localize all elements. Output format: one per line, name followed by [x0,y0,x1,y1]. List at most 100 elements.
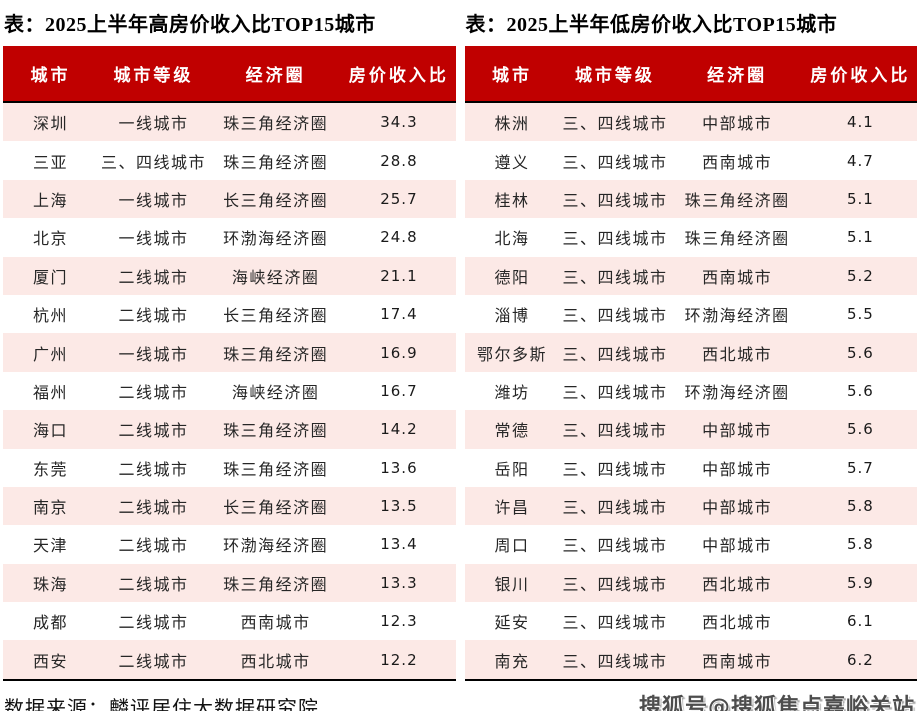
cell-city: 周口 [494,538,530,556]
cell-ratio: 12.3 [380,612,418,631]
cell-economic-zone: 中部城市 [702,116,773,134]
cell-tier: 三、四线城市 [562,461,668,479]
cell-city: 珠海 [33,576,69,594]
table-row: 南京 二线城市 长三角经济圈 13.5 [3,486,456,526]
table-row: 上海 一线城市 长三角经济圈 25.7 [3,179,456,219]
cell-economic-zone: 西南城市 [702,269,773,287]
column-header: 城市 [464,46,560,103]
table-row: 珠海 二线城市 珠三角经济圈 13.3 [3,563,456,603]
table-row: 株洲 三、四线城市 中部城市 4.1 [464,102,917,142]
cell-ratio: 5.6 [847,420,874,439]
cell-ratio: 13.5 [380,497,418,516]
cell-ratio: 5.9 [847,573,874,592]
cell-tier: 三、四线城市 [562,615,668,633]
cell-ratio: 6.1 [847,612,874,631]
cell-city: 成都 [33,615,69,633]
cell-tier: 三、四线城市 [562,384,668,402]
table-row: 成都 二线城市 西南城市 12.3 [3,602,456,640]
cell-economic-zone: 西南城市 [702,154,773,172]
low-ratio-table: 城市 城市等级 经济圈 房价收入比 株洲 三、四线城市 中部城市 4.1 遵义 三、四线城市 西南… [464,46,918,681]
cell-ratio: 21.1 [380,266,418,285]
high-ratio-table-panel: 表：2025上半年高房价收入比TOP15城市 城市 城市等级 经济圈 房价收入比 深圳… [3,5,456,681]
table-header-row: 城市 城市等级 经济圈 房价收入比 [464,46,917,103]
low-ratio-table-panel: 表：2025上半年低房价收入比TOP15城市 城市 城市等级 经济圈 房价收入比 株洲… [464,5,918,681]
cell-tier: 三、四线城市 [562,500,668,518]
cell-city: 桂林 [494,192,530,210]
cell-ratio: 16.9 [380,343,418,362]
cell-economic-zone: 珠三角经济圈 [223,461,329,479]
cell-city: 岳阳 [494,461,530,479]
table-row: 德阳 三、四线城市 西南城市 5.2 [464,256,917,295]
column-header: 城市等级 [98,46,209,103]
cell-city: 德阳 [494,269,530,287]
cell-tier: 二线城市 [118,461,189,479]
cell-tier: 三、四线城市 [562,538,668,556]
table-title-high: 表：2025上半年高房价收入比TOP15城市 [4,14,376,36]
cell-tier: 二线城市 [118,615,189,633]
table-row: 岳阳 三、四线城市 中部城市 5.7 [465,449,918,487]
data-source-note: 数据来源：麟评居住大数据研究院 [4,697,319,711]
footer-row: 数据来源：麟评居住大数据研究院 搜狐号@搜狐焦点嘉峪关站 [3,689,917,711]
table-body: 株洲 三、四线城市 中部城市 4.1 遵义 三、四线城市 西南城市 4.7 桂林 三、四线城市 珠三… [464,102,918,680]
cell-tier: 三、四线城市 [562,269,668,287]
cell-city: 杭州 [33,308,69,326]
table-row: 东莞 二线城市 珠三角经济圈 13.6 [3,449,456,487]
cell-ratio: 5.1 [847,189,874,208]
cell-city: 延安 [494,615,530,633]
cell-city: 广州 [33,346,69,364]
table-header-row: 城市 城市等级 经济圈 房价收入比 [3,46,456,103]
table-row: 遵义 三、四线城市 西南城市 4.7 [465,141,918,179]
table-row: 许昌 三、四线城市 中部城市 5.8 [464,486,917,526]
cell-city: 南充 [494,653,530,671]
table-row: 周口 三、四线城市 中部城市 5.8 [465,525,918,563]
table-row: 南充 三、四线城市 西南城市 6.2 [464,640,917,680]
cell-city: 鄂尔多斯 [477,346,548,364]
cell-ratio: 4.7 [847,151,874,170]
cell-ratio: 5.6 [847,381,874,400]
cell-tier: 三、四线城市 [562,192,668,210]
cell-economic-zone: 海峡经济圈 [231,269,320,287]
cell-city: 西安 [33,653,69,671]
cell-city: 三亚 [33,154,69,172]
cell-city: 上海 [33,192,69,210]
table-row: 潍坊 三、四线城市 环渤海经济圈 5.6 [465,372,918,410]
column-header: 城市 [3,46,99,103]
table-row: 桂林 三、四线城市 珠三角经济圈 5.1 [464,179,917,219]
cell-city: 淄博 [494,308,530,326]
table-row: 银川 三、四线城市 西北城市 5.9 [464,563,917,603]
cell-ratio: 5.8 [847,535,874,554]
cell-ratio: 5.7 [847,458,874,477]
table-row: 西安 二线城市 西北城市 12.2 [3,640,456,680]
cell-tier: 二线城市 [118,500,189,518]
cell-ratio: 5.6 [847,343,874,362]
cell-city: 东莞 [33,461,69,479]
table-row: 北海 三、四线城市 珠三角经济圈 5.1 [465,218,918,256]
cell-economic-zone: 珠三角经济圈 [223,346,329,364]
cell-economic-zone: 西南城市 [240,615,311,633]
table-row: 常德 三、四线城市 中部城市 5.6 [464,410,917,449]
cell-economic-zone: 长三角经济圈 [223,500,329,518]
cell-city: 深圳 [33,116,69,134]
high-ratio-table: 城市 城市等级 经济圈 房价收入比 深圳 一线城市 珠三角经济圈 34.3 三亚 三、四线城市珠… [3,46,456,681]
cell-city: 福州 [33,384,69,402]
cell-tier: 三、四线城市 [562,653,668,671]
cell-economic-zone: 珠三角经济圈 [223,154,329,172]
table-row: 广州 一线城市 珠三角经济圈 16.9 [3,333,456,372]
cell-economic-zone: 中部城市 [702,461,773,479]
cell-city: 株洲 [494,116,530,134]
table-title-low: 表：2025上半年低房价收入比TOP15城市 [465,14,838,36]
table-row: 延安 三、四线城市 西北城市 6.1 [465,602,918,640]
table-row: 鄂尔多斯 三、四线城市 西北城市 5.6 [464,333,917,372]
cell-city: 遵义 [494,154,530,172]
cell-ratio: 34.3 [380,113,418,132]
cell-ratio: 13.3 [380,573,418,592]
table-row: 深圳 一线城市 珠三角经济圈 34.3 [3,102,456,142]
column-header: 经济圈 [208,46,343,103]
cell-ratio: 5.1 [847,228,874,247]
cell-city: 潍坊 [494,384,530,402]
cell-economic-zone: 珠三角经济圈 [684,192,790,210]
cell-economic-zone: 西南城市 [702,653,773,671]
cell-tier: 二线城市 [118,384,189,402]
cell-ratio: 5.8 [847,497,874,516]
